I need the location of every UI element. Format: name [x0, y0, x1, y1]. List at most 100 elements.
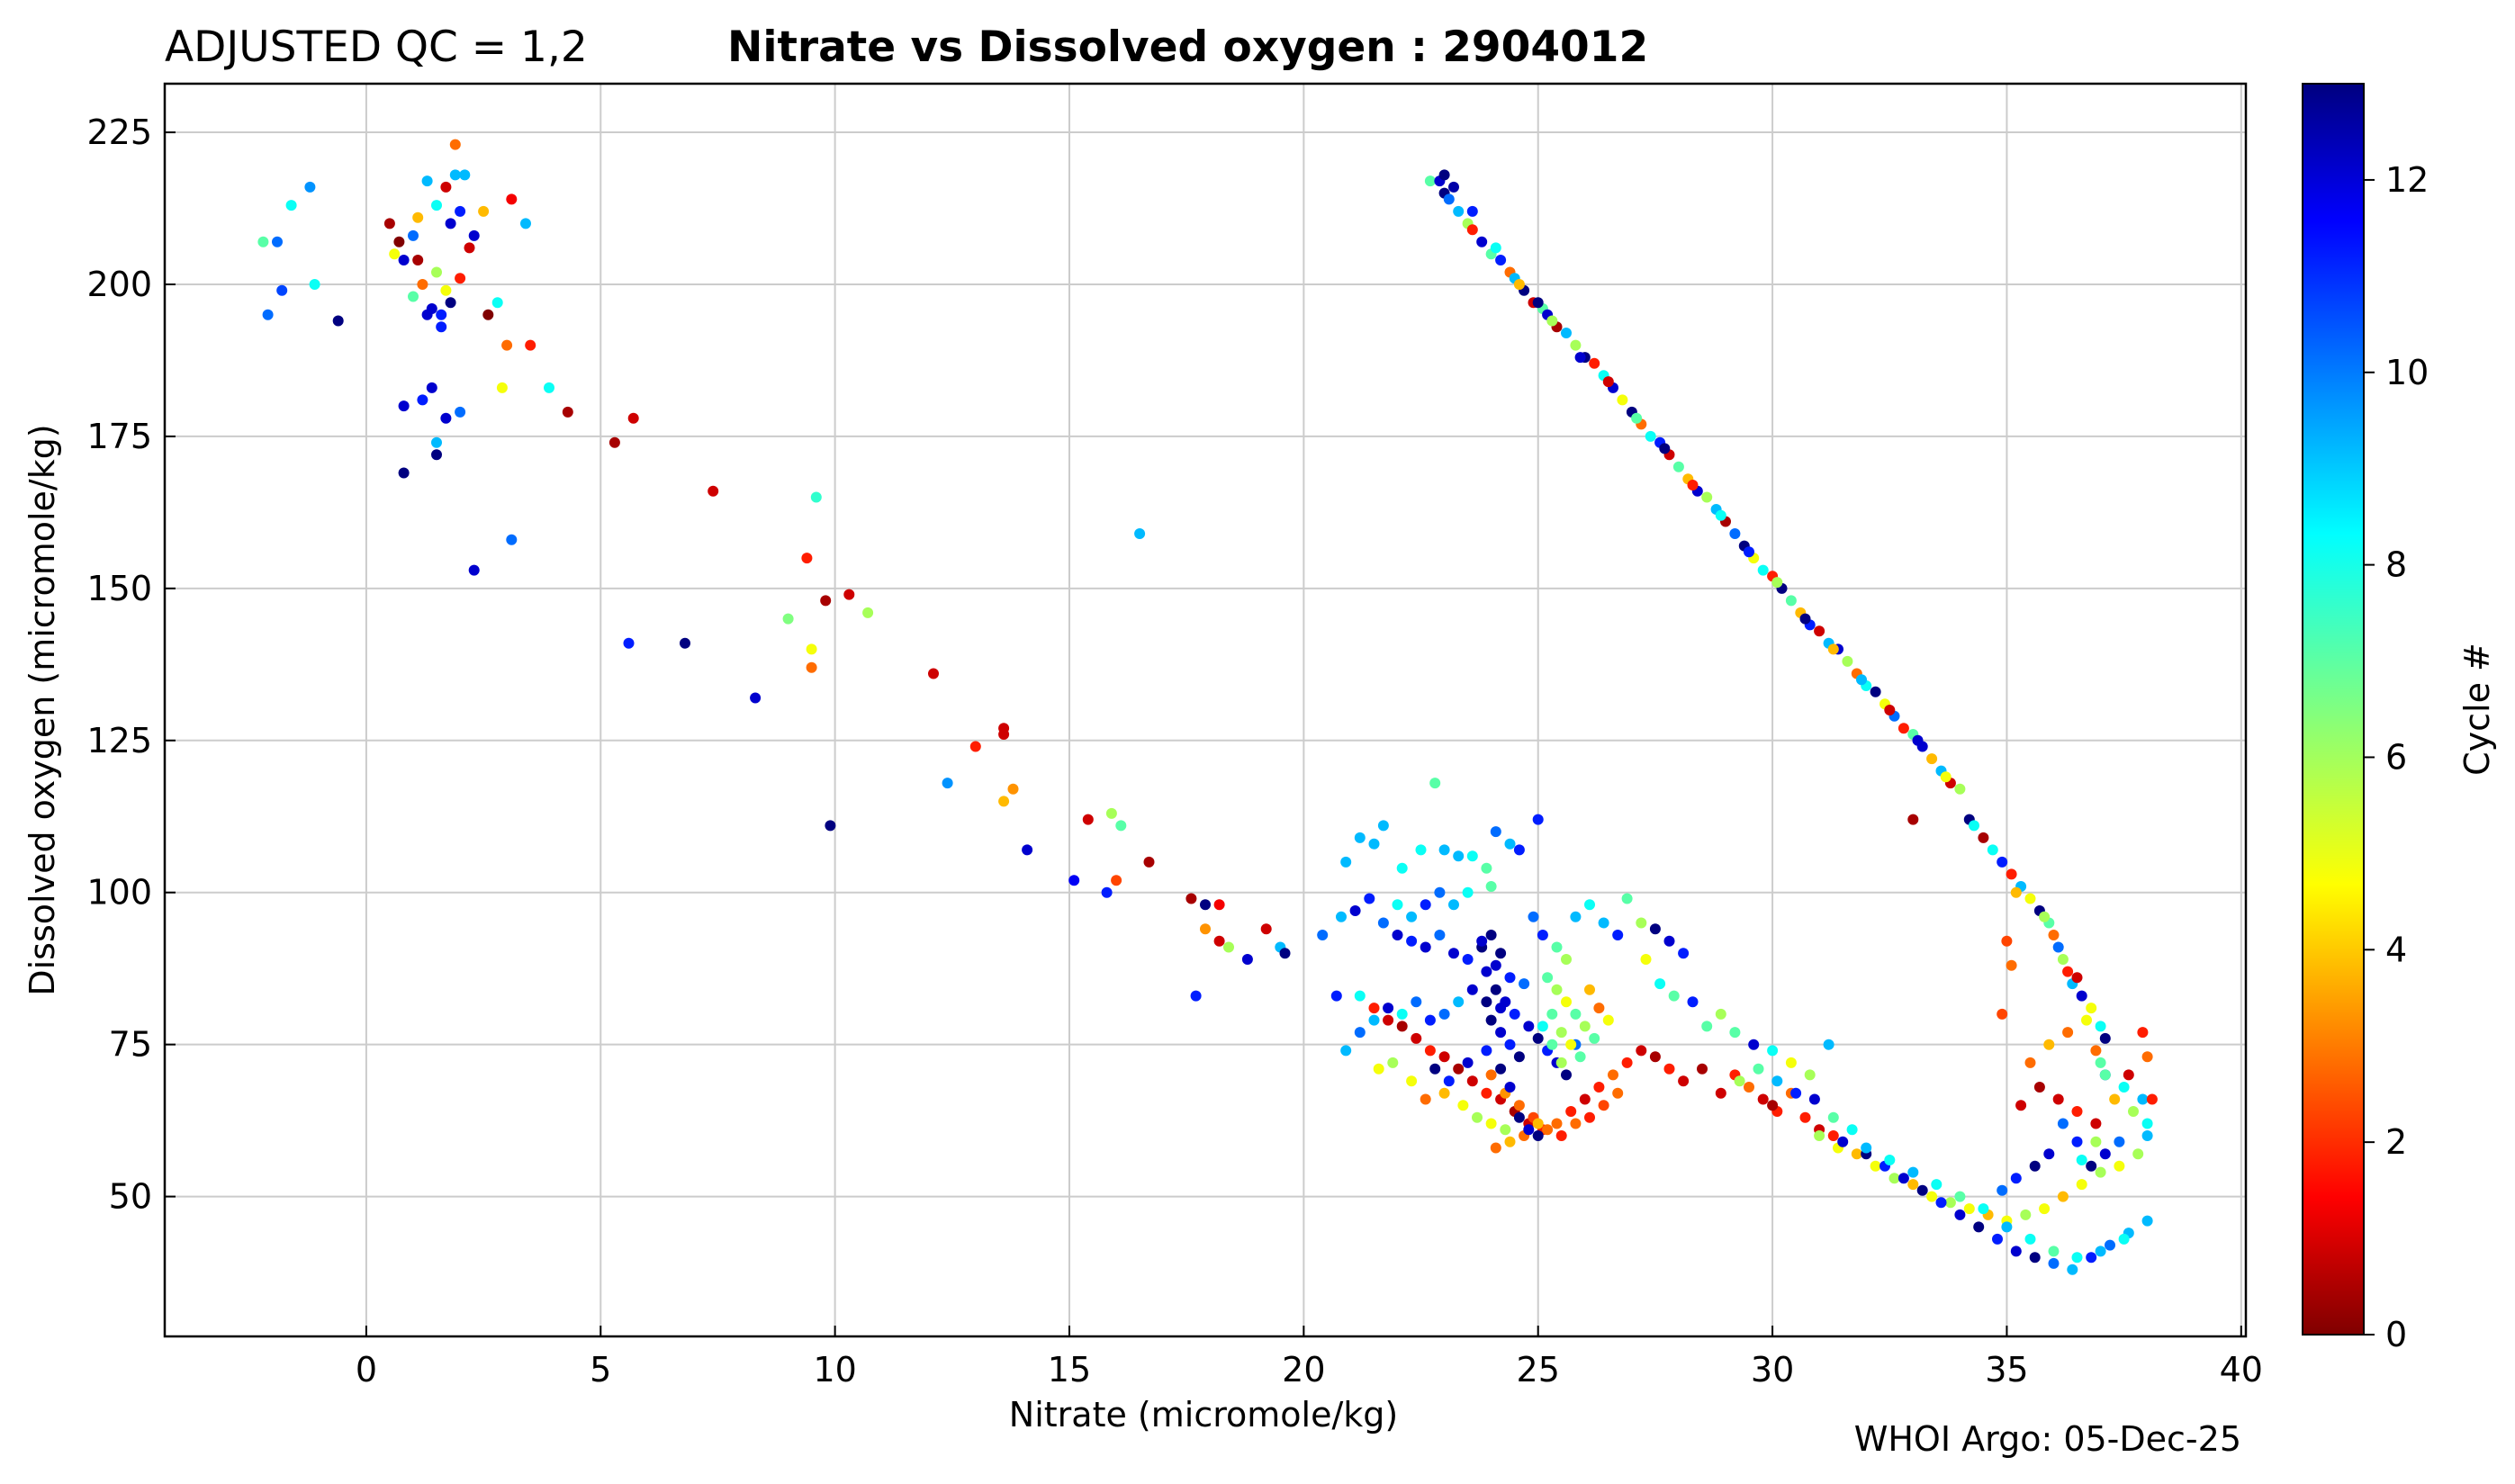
data-point	[2086, 1003, 2097, 1014]
data-point	[1608, 1069, 1618, 1081]
data-point	[1434, 930, 1446, 940]
y-tick-label: 50	[109, 1177, 152, 1217]
data-point	[1392, 930, 1403, 940]
data-point	[1987, 844, 1998, 856]
data-point	[482, 309, 494, 320]
data-point	[2006, 959, 2017, 971]
data-point	[2123, 1069, 2134, 1081]
data-point	[1842, 655, 1853, 667]
data-point	[1748, 1039, 1760, 1050]
x-tick-label: 20	[1282, 1350, 1325, 1390]
data-point	[1555, 1130, 1567, 1141]
data-point	[2141, 1118, 2153, 1129]
data-point	[1485, 930, 1497, 940]
data-point	[1612, 930, 1624, 940]
data-point	[1944, 1197, 1956, 1209]
data-point	[1411, 996, 1422, 1008]
data-point	[2118, 1233, 2130, 1245]
data-point	[1481, 966, 1492, 977]
data-point	[2137, 1027, 2149, 1039]
x-axis-ticks: 0 5 10 15 20 25 30 35 40	[356, 1326, 2263, 1390]
data-point	[1438, 844, 1450, 856]
data-point	[2010, 886, 2022, 898]
data-point	[436, 321, 447, 333]
data-point	[969, 741, 981, 752]
data-point	[1663, 935, 1675, 947]
data-point	[2062, 966, 2074, 977]
data-point	[1490, 1142, 1501, 1154]
data-point	[2146, 1093, 2158, 1105]
data-point	[2039, 911, 2051, 922]
data-point	[1617, 394, 1628, 406]
data-point	[1574, 1051, 1586, 1063]
data-point	[1396, 862, 1408, 874]
y-tick-label: 75	[109, 1025, 152, 1065]
data-point	[440, 412, 452, 424]
data-point	[1973, 1221, 1985, 1233]
data-point	[1406, 1075, 1418, 1087]
data-point	[1476, 236, 1488, 247]
data-point	[1570, 1008, 1582, 1020]
data-point	[445, 297, 456, 309]
data-point	[1200, 899, 1211, 911]
data-point	[2095, 1166, 2106, 1178]
data-point	[680, 637, 690, 649]
data-point	[417, 279, 428, 290]
data-point	[1453, 850, 1465, 862]
data-point	[520, 218, 531, 229]
data-point	[1260, 923, 1272, 935]
data-point	[1785, 595, 1797, 607]
data-point	[455, 273, 466, 284]
data-point	[1022, 844, 1033, 856]
data-point	[1537, 930, 1548, 940]
data-point	[1898, 723, 1909, 734]
data-point	[1495, 1027, 1507, 1039]
data-point	[1377, 820, 1389, 832]
data-point	[2114, 1160, 2125, 1172]
data-point	[1898, 1173, 1909, 1184]
colorbar-tick-label: 2	[2385, 1122, 2407, 1162]
data-point	[825, 820, 836, 832]
data-point	[2039, 1203, 2051, 1215]
data-point	[2099, 1148, 2111, 1160]
data-point	[562, 406, 573, 418]
data-point	[1490, 984, 1501, 995]
data-point	[1383, 1014, 1394, 1026]
data-point	[1598, 1100, 1609, 1111]
data-point	[801, 553, 813, 564]
colorbar-tick-label: 0	[2385, 1315, 2407, 1354]
data-point	[506, 193, 518, 205]
data-point	[1678, 1075, 1690, 1087]
data-point	[417, 394, 428, 406]
data-point	[2006, 868, 2017, 880]
data-point	[272, 236, 283, 247]
x-tick-label: 5	[590, 1350, 611, 1390]
data-point	[1744, 546, 1754, 558]
data-point	[1598, 917, 1609, 929]
data-point	[1757, 1093, 1769, 1105]
colorbar-tick-label: 4	[2385, 930, 2407, 969]
data-point	[464, 242, 475, 254]
data-point	[1396, 1008, 1408, 1020]
data-point	[1519, 978, 1530, 990]
data-point	[1466, 1075, 1478, 1087]
data-point	[1861, 1142, 1872, 1154]
data-point	[1466, 205, 1478, 217]
data-point	[2141, 1130, 2153, 1141]
data-point	[627, 412, 639, 424]
data-point	[1997, 1008, 2008, 1020]
data-point	[2048, 930, 2060, 940]
data-point	[2024, 1057, 2036, 1068]
data-point	[1916, 1184, 1928, 1196]
data-point	[1532, 1118, 1544, 1129]
data-point	[1429, 778, 1441, 789]
data-point	[1561, 954, 1572, 965]
data-point	[1279, 948, 1291, 959]
data-point	[806, 643, 817, 655]
data-point	[1105, 807, 1117, 819]
data-point	[1771, 1075, 1783, 1087]
data-point	[525, 339, 536, 351]
data-point	[2029, 1252, 2041, 1264]
x-tick-label: 40	[2220, 1350, 2263, 1390]
